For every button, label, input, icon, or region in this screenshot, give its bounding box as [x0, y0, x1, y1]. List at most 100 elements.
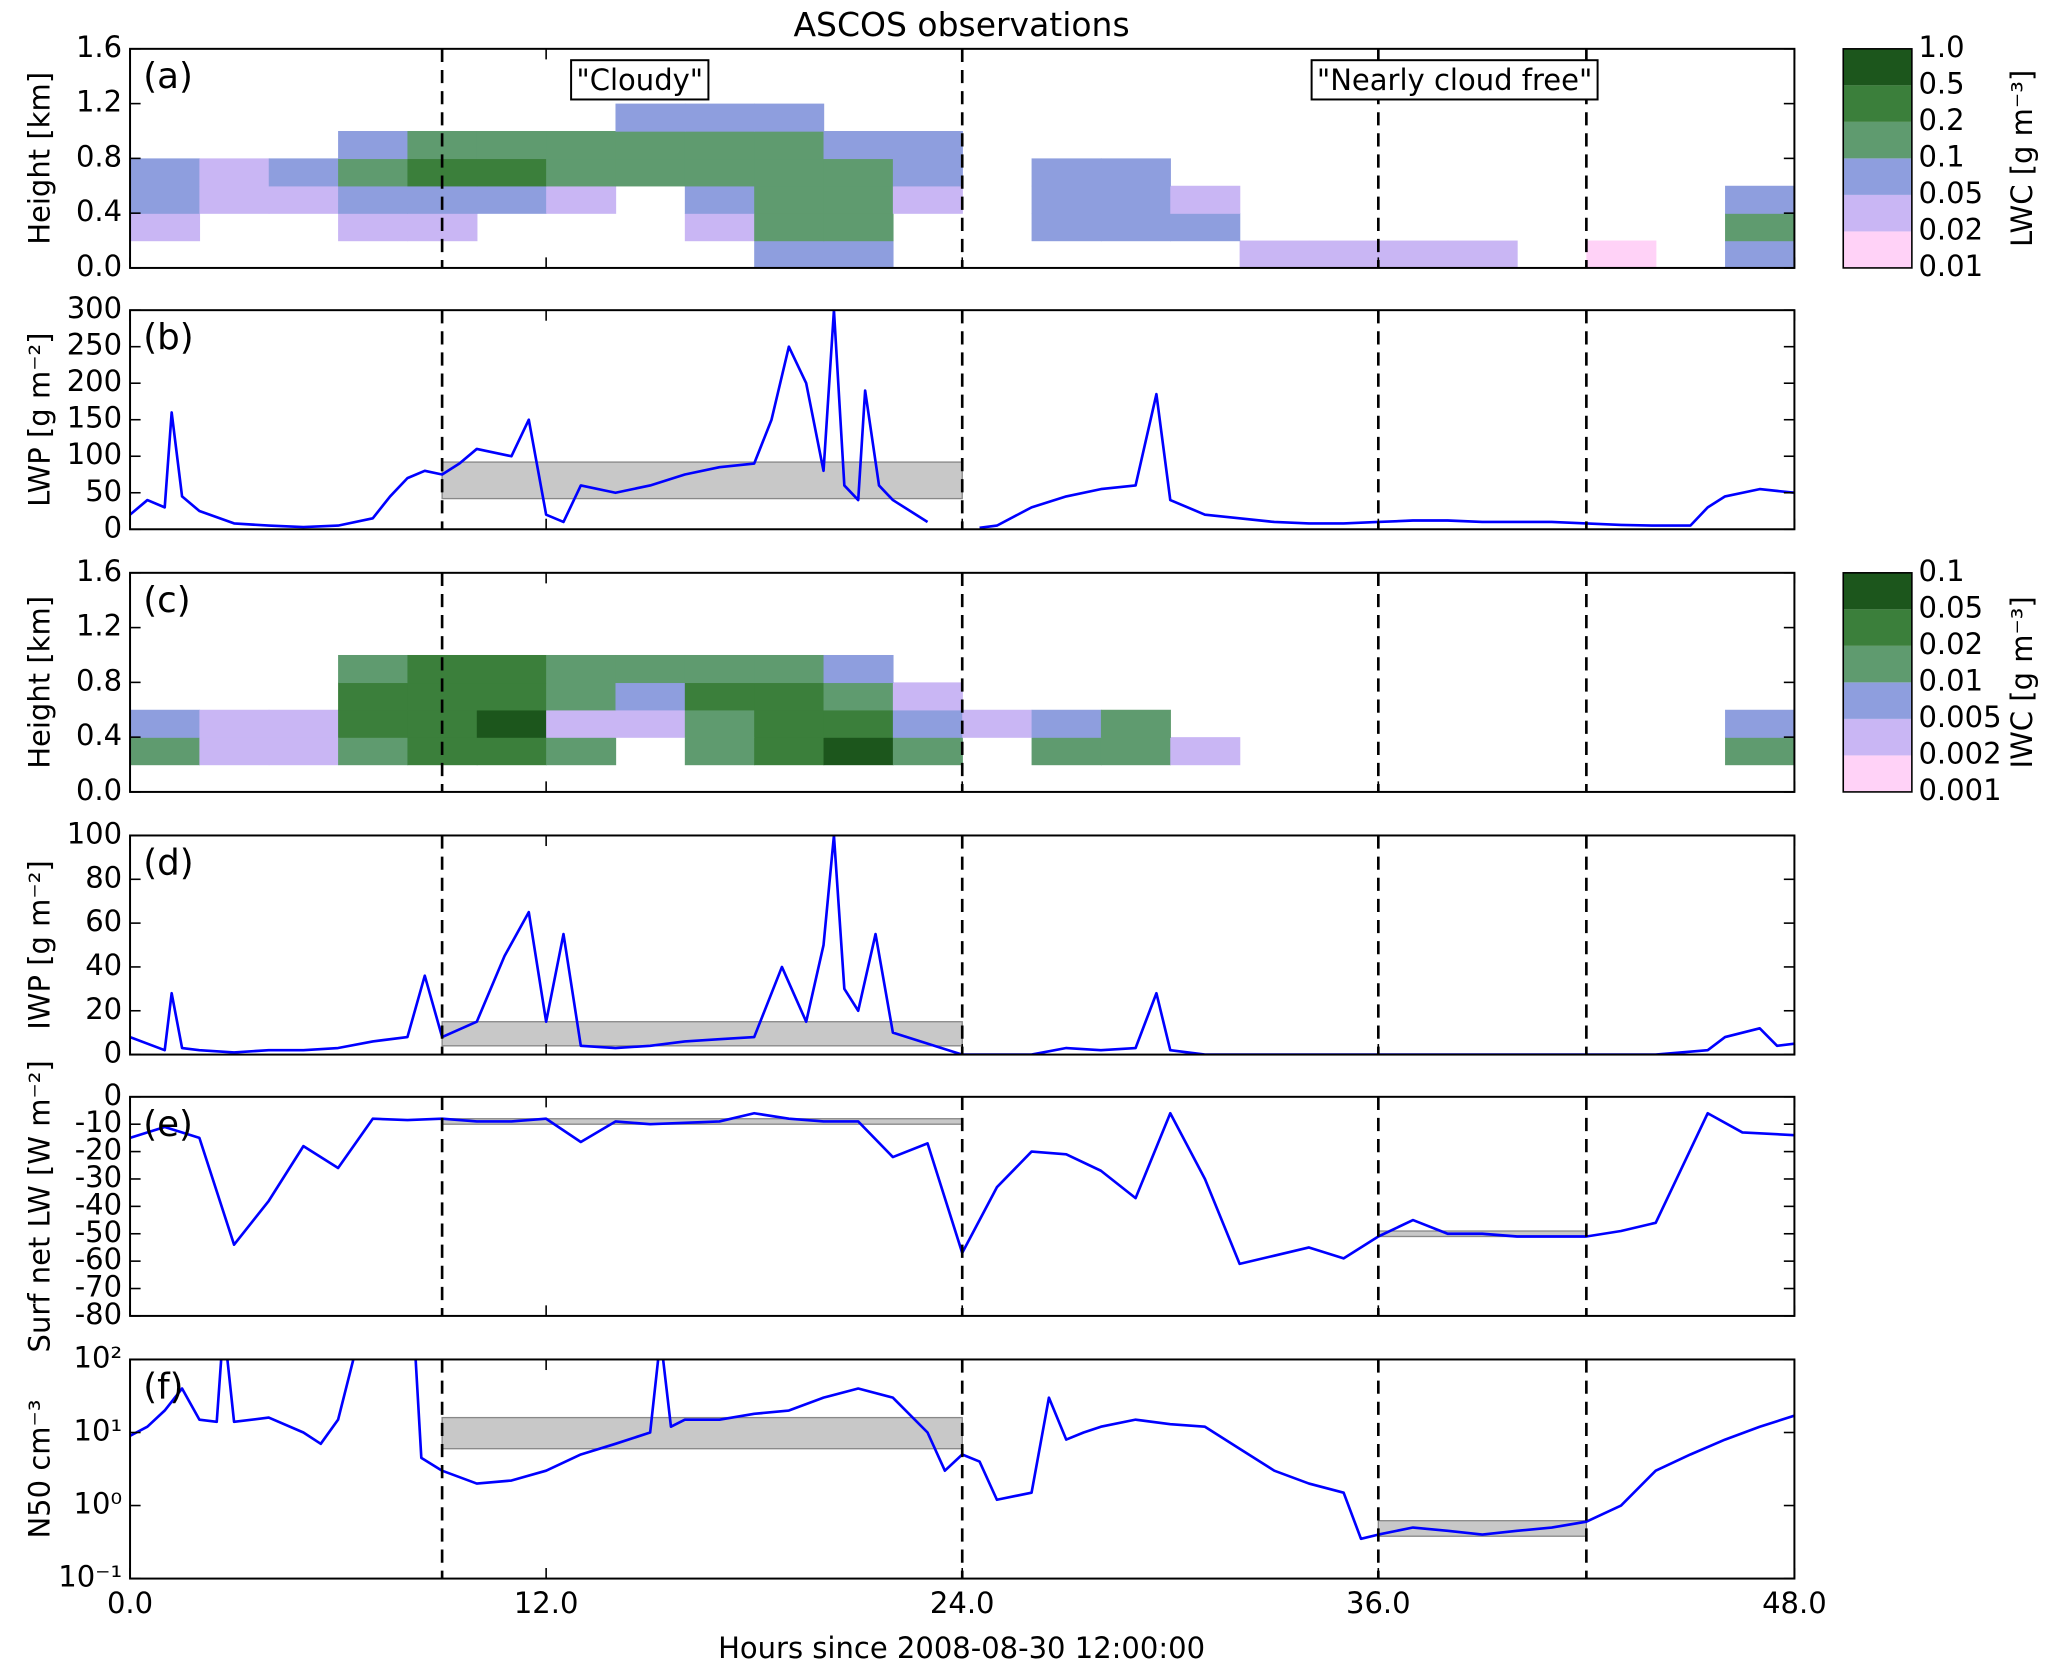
heatmap-cell	[1725, 213, 1795, 242]
heatmap-cell	[546, 709, 617, 738]
heatmap-cell	[823, 654, 894, 684]
panel-label: (a)	[143, 56, 193, 97]
heatmap-cell	[476, 737, 547, 766]
heatmap-cell	[962, 709, 1033, 738]
colorbar-tick-label: 1.0	[1918, 30, 1964, 64]
colorbar-bin	[1843, 609, 1912, 646]
x-tick-label: 12.0	[514, 1586, 579, 1620]
heatmap-cell	[684, 103, 755, 132]
heatmap-cell	[892, 709, 963, 738]
y-tick-label: 1.6	[76, 30, 122, 64]
heatmap-cell	[684, 213, 755, 242]
y-tick-label: 0.4	[76, 194, 122, 228]
heatmap-cell	[684, 185, 755, 214]
y-axis-label: IWP [g m⁻²]	[23, 860, 57, 1029]
heatmap-cell	[1725, 240, 1795, 268]
colorbar-tick-label: 0.001	[1918, 773, 2001, 807]
heatmap-cell	[1100, 185, 1171, 214]
heatmap-cell	[1170, 737, 1241, 766]
panel-label: (c)	[143, 580, 190, 621]
y-axis-label: Height [km]	[23, 596, 57, 769]
heatmap-cell	[1031, 158, 1102, 187]
y-tick-label: -30	[75, 1160, 122, 1194]
colorbar-tick-label: 0.002	[1918, 736, 2001, 770]
heatmap-cell	[1725, 185, 1795, 214]
heatmap-cell	[268, 709, 339, 738]
y-tick-label: -40	[75, 1187, 122, 1221]
panel-label: (b)	[143, 317, 193, 358]
heatmap-cell	[476, 158, 547, 187]
heatmap-cell	[130, 213, 201, 242]
colorbar-tick-label: 0.05	[1918, 176, 1983, 210]
heatmap-cell	[268, 185, 339, 214]
colorbar-tick-label: 0.5	[1918, 66, 1964, 100]
colorbar-tick-label: 0.05	[1918, 590, 1983, 624]
heatmap-cell	[476, 185, 547, 214]
heatmap-cell	[823, 213, 894, 242]
colorbar-tick-label: 0.02	[1918, 627, 1983, 661]
heatmap-cell	[130, 709, 201, 738]
heatmap-cell	[199, 737, 270, 766]
heatmap-cell	[892, 185, 963, 214]
heatmap-cell	[338, 213, 409, 242]
panel	[130, 654, 1795, 766]
heatmap-cell	[684, 709, 755, 738]
heatmap-cell	[1170, 185, 1241, 214]
colorbar-tick-label: 0.02	[1918, 212, 1983, 246]
heatmap-cell	[268, 158, 339, 187]
heatmap-cell	[754, 682, 825, 711]
heatmap-cell	[338, 185, 409, 214]
colorbar-bin	[1843, 572, 1912, 610]
x-tick-label: 36.0	[1346, 1586, 1411, 1620]
y-tick-label: 0	[104, 510, 122, 544]
y-tick-label: 0	[104, 1036, 122, 1070]
heatmap-cell	[268, 737, 339, 766]
heatmap-cell	[199, 158, 270, 187]
panel-label: (e)	[143, 1104, 193, 1145]
colorbar-bin	[1843, 682, 1912, 719]
y-tick-label: 0.0	[76, 249, 122, 283]
heatmap-cell	[615, 654, 686, 684]
y-tick-label: 40	[85, 948, 122, 982]
y-axis-label: N50 cm⁻³	[23, 1400, 57, 1539]
heatmap-cell	[754, 158, 825, 187]
annotation: "Nearly cloud free"	[1317, 63, 1592, 97]
y-tick-label: -80	[75, 1297, 122, 1331]
y-tick-label: 10⁻¹	[58, 1560, 122, 1594]
heatmap-cell	[1725, 737, 1795, 766]
heatmap-cell	[615, 103, 686, 132]
heatmap-cell	[892, 130, 963, 160]
annotation: "Cloudy"	[576, 63, 703, 97]
colorbar-tick-label: 0.1	[1918, 139, 1964, 173]
heatmap-cell	[338, 158, 409, 187]
heatmap-cell	[546, 158, 617, 187]
colorbar-bin	[1843, 158, 1912, 195]
heatmap-cell	[338, 654, 409, 684]
colorbar-tick-label: 0.1	[1918, 554, 1964, 588]
y-tick-label: 0	[104, 1078, 122, 1112]
colorbar-tick-label: 0.2	[1918, 103, 1964, 137]
colorbar-bin	[1843, 755, 1912, 792]
y-tick-label: -50	[75, 1215, 122, 1249]
heatmap-cell	[892, 737, 963, 766]
heatmap-cell	[892, 682, 963, 711]
heatmap-cell	[615, 130, 686, 160]
heatmap-cell	[684, 158, 755, 187]
heatmap-cell	[1725, 709, 1795, 738]
data-line	[130, 1111, 1795, 1266]
heatmap-cell	[1378, 240, 1449, 268]
heatmap-cell	[130, 158, 201, 187]
colorbar-label: LWC [g m⁻³]	[2005, 70, 2039, 247]
y-tick-label: 80	[85, 860, 122, 894]
heatmap-cell	[1100, 213, 1171, 242]
heatmap-cell	[684, 130, 755, 160]
y-tick-label: 1.2	[76, 609, 122, 643]
colorbar-bin	[1843, 85, 1912, 122]
heatmap-cell	[1100, 709, 1171, 738]
colorbar-bin	[1843, 718, 1912, 756]
heatmap-cell	[546, 737, 617, 766]
panel	[130, 310, 1795, 530]
colorbar-frame	[1842, 48, 1913, 269]
x-tick-label: 48.0	[1762, 1586, 1827, 1620]
heatmap-cell	[1447, 240, 1518, 268]
